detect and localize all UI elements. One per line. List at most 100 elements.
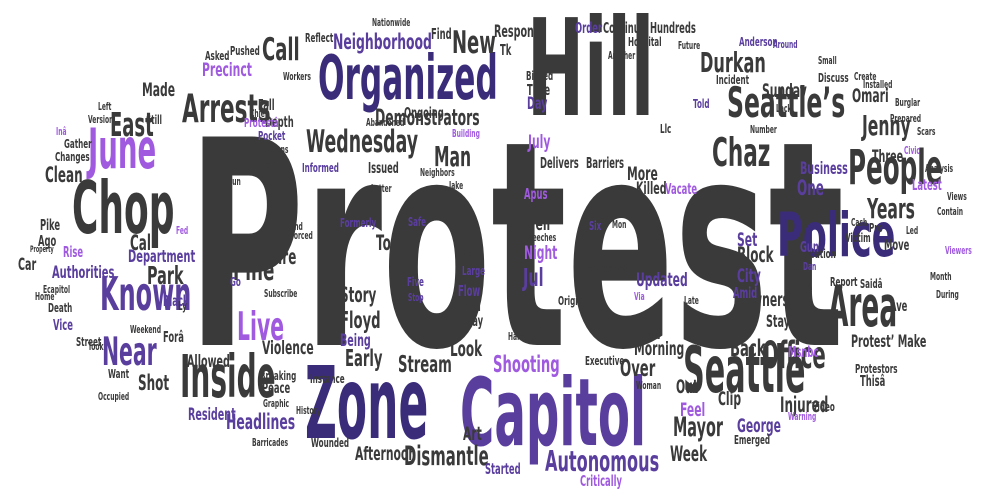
word-story: Story [340,284,376,309]
word-pocket: Pocket [258,129,285,144]
word-george: George [737,415,781,437]
word-day: Day [527,94,547,114]
word-clean: Clean [45,164,83,189]
word-changes: Changes [55,150,90,165]
word-prepared: Prepared [890,113,921,125]
word-amidst: Amidst [254,159,278,171]
word-mon: Mon [612,219,626,231]
word-years: Years [866,193,915,225]
word-fire: Fire [270,246,296,271]
word-bit: Bit [283,206,294,221]
word-neighborhood: Neighborhood [333,31,432,55]
word-stop: Stop [408,292,424,304]
word-three: Three [872,147,903,167]
word-june: June [86,119,156,182]
word-tk: Tk [500,41,512,58]
word-left: Left [98,101,111,113]
word-early: Early [345,346,383,372]
word-andas: Andâ [700,327,724,344]
word-killed: Killed [636,179,667,199]
word-near: Near [102,330,157,375]
word-burglar: Burglar [895,97,921,109]
word-east: East [110,106,154,144]
word-block: Block [737,244,774,269]
word-organized: Organized [318,44,498,115]
word-civic: Civic [904,145,920,157]
word-allowed: Allowed [187,352,230,372]
word-pro: Pro [869,221,883,236]
word-week: Week [670,443,707,468]
word-original: Original [558,294,590,309]
word-call: Call [262,32,300,69]
word-ina: Inâ [56,126,67,138]
word-led: Led [906,225,918,237]
word-biased: Biased [526,69,553,84]
word-pike: Pike [40,216,60,233]
word-protestors: Protestors [855,362,898,377]
word-fora: Forâ [163,328,184,345]
word-took: Took [88,341,104,353]
word-workers: Workers [283,71,311,83]
word-victim: Victim [845,231,871,246]
word-warning: Warning [788,411,816,423]
word-protest: Protest [188,79,844,413]
word-cal: Cal [130,232,151,257]
word-graphic: Graphic [263,398,289,410]
word-weekend: Weekend [130,324,161,336]
word-critically: Critically [580,472,622,489]
word-known: Known [100,267,191,321]
word-hea: Heâ [785,256,803,273]
word-around: Around [773,39,798,51]
word-omari: Omari [852,85,889,107]
word-sunday: Sunday [762,80,807,102]
word-late: Late [684,295,699,307]
word-precinct: Precinct [202,59,252,81]
word-dozens: Dozens [264,144,289,156]
word-home: Home [35,291,55,303]
word-started: Started [485,460,521,477]
word-barriers: Barriers [586,154,624,171]
word-demonstrators: Demonstrators [375,105,480,131]
word-live: Live [237,305,284,350]
word-peace: Peace [262,379,290,396]
word-chaz: Chaz [712,129,770,176]
word-dismantle: Dismantle [404,442,489,473]
word-order: Order [575,19,602,36]
word-gather: Gather [64,137,92,152]
word-dan: Dan [803,261,816,273]
word-history: History [296,405,321,417]
word-six: Six [589,219,602,234]
word-set: Set [737,229,757,251]
word-stay: Stay [766,312,790,332]
word-wednesday: Wednesday [306,124,418,160]
word-art: Art [463,423,482,445]
word-five: Five [407,275,424,290]
word-hard: Hard [508,331,524,343]
word-pushed: Pushed [230,44,260,59]
word-arrests: Arrests [182,85,271,132]
word-chief: Chief [250,108,268,120]
word-respond: Respond [494,22,541,42]
word-rise: Rise [63,243,83,260]
word-anderson: Anderson [739,35,778,50]
word-durkan: Durkan [700,48,766,80]
word-protesta: Protestâ [244,116,279,131]
word-business: Business [800,159,848,179]
word-authorities: Authorities [52,263,114,282]
word-abandoned: Abandoned [366,117,404,129]
word-go: Go [230,275,241,290]
word-nationwide: Nationwide [372,17,410,29]
word-find: Find [431,25,452,42]
word-asa: Asâ [406,201,421,216]
word-toa: Toâ [376,232,399,257]
word-inside: Inside [180,342,276,411]
word-analysis: Analysis [925,163,953,175]
word-saida: Saidâ [860,277,883,292]
word-one: One [797,177,824,202]
word-injured: Injured [780,394,828,419]
word-views: Views [947,191,967,203]
word-seattles: Seattle’s [727,79,845,127]
word-instance: Instance [310,372,345,387]
word-lack: Lack [776,103,792,115]
